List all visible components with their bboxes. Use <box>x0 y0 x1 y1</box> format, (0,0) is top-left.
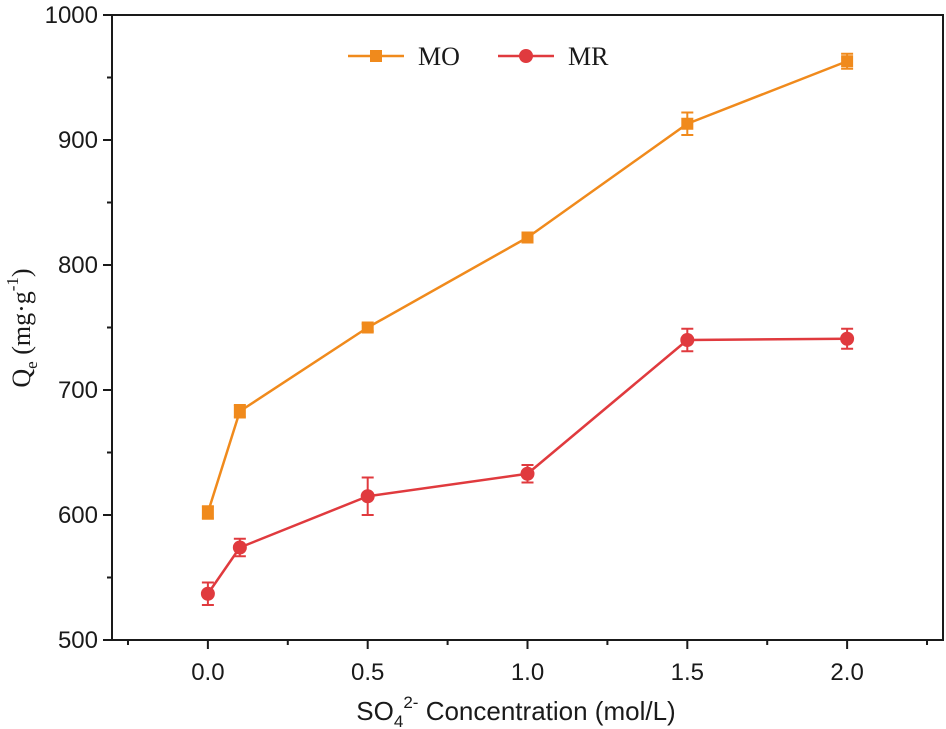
y-tick-label: 500 <box>58 627 98 654</box>
data-point <box>840 331 855 346</box>
x-axis-label-sub: 4 <box>394 712 403 729</box>
y-axis-label-unit-close: ) <box>7 268 36 277</box>
y-axis-label-sup: -1 <box>3 277 22 291</box>
legend-marker <box>370 50 382 62</box>
data-point <box>681 117 694 130</box>
legend-label: MO <box>418 42 460 71</box>
series-mr <box>200 327 855 606</box>
y-tick-label: 900 <box>58 127 98 154</box>
x-axis-label-sup: 2- <box>403 693 418 712</box>
data-point <box>201 506 214 519</box>
x-tick-label: 1.0 <box>511 659 544 686</box>
data-point <box>360 489 375 504</box>
x-axis: 0.0 0.5 1.0 1.5 2.0 <box>126 640 929 686</box>
legend-item-mo: MO <box>348 42 460 71</box>
x-axis-label: SO42- Concentration (mol/L) <box>356 693 675 729</box>
y-tick-label: 700 <box>58 377 98 404</box>
legend-marker <box>519 49 533 63</box>
series-line <box>206 337 848 595</box>
x-tick-label: 0.0 <box>191 659 224 686</box>
data-point <box>361 321 374 334</box>
y-axis: 500 600 700 800 900 1000 <box>45 2 112 654</box>
data-point <box>233 405 246 418</box>
series-layer <box>200 52 855 606</box>
y-tick-label: 600 <box>58 502 98 529</box>
legend-label: MR <box>568 42 609 71</box>
series-line <box>206 60 848 513</box>
y-axis-label-unit-open: (mg·g <box>7 291 36 361</box>
legend-item-mr: MR <box>498 42 609 71</box>
x-tick-label: 2.0 <box>830 659 863 686</box>
legend: MO MR <box>348 42 609 71</box>
y-axis-label: Qe (mg·g-1) <box>3 268 41 387</box>
y-tick-label: 1000 <box>45 2 98 29</box>
data-point <box>232 540 247 555</box>
data-point <box>841 55 854 68</box>
x-axis-label-prefix: SO <box>356 696 394 726</box>
x-tick-label: 0.5 <box>351 659 384 686</box>
series-mo <box>201 52 854 520</box>
data-point <box>680 333 695 347</box>
data-point <box>200 586 215 601</box>
y-axis-label-prefix: Q <box>7 369 36 388</box>
y-tick-label: 800 <box>58 252 98 279</box>
x-tick-label: 1.5 <box>671 659 704 686</box>
y-axis-label-sub: e <box>22 361 41 369</box>
data-point <box>520 466 535 481</box>
data-point <box>521 231 534 244</box>
x-axis-label-suffix: Concentration (mol/L) <box>418 696 675 726</box>
